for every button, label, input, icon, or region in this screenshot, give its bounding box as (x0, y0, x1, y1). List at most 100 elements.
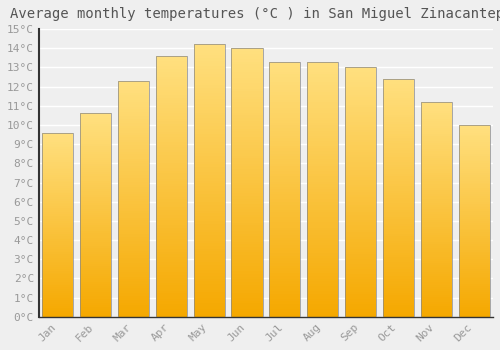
Bar (118, 147, 149, 149)
Bar (345, 202, 376, 205)
Bar (118, 97, 149, 100)
Bar (270, 197, 300, 199)
Bar (118, 241, 149, 244)
Bar (458, 163, 490, 165)
Bar (345, 145, 376, 147)
Bar (383, 164, 414, 167)
Bar (383, 245, 414, 248)
Bar (80, 152, 111, 154)
Bar (307, 85, 338, 87)
Bar (156, 64, 187, 66)
Bar (307, 304, 338, 307)
Bar (194, 145, 224, 148)
Bar (270, 159, 300, 161)
Bar (156, 71, 187, 74)
Bar (80, 144, 111, 146)
Bar (421, 169, 452, 171)
Bar (458, 309, 490, 311)
Bar (421, 147, 452, 149)
Bar (232, 134, 262, 137)
Bar (80, 219, 111, 221)
Bar (270, 133, 300, 136)
Bar (42, 173, 74, 175)
Bar (458, 305, 490, 307)
Bar (118, 213, 149, 215)
Bar (307, 141, 338, 143)
Bar (458, 300, 490, 301)
Bar (80, 170, 111, 173)
Bar (42, 274, 74, 276)
Bar (345, 314, 376, 317)
Bar (42, 280, 74, 282)
Bar (458, 188, 490, 190)
Bar (421, 117, 452, 119)
Bar (307, 92, 338, 95)
Bar (232, 177, 262, 180)
Bar (194, 268, 224, 271)
Bar (307, 197, 338, 199)
Bar (232, 70, 262, 72)
Bar (345, 195, 376, 197)
Bar (307, 161, 338, 164)
Bar (458, 286, 490, 288)
Bar (156, 85, 187, 87)
Bar (383, 146, 414, 148)
Bar (156, 69, 187, 71)
Bar (345, 227, 376, 230)
Bar (42, 156, 74, 159)
Bar (458, 177, 490, 179)
Bar (307, 228, 338, 230)
Bar (80, 166, 111, 168)
Bar (270, 271, 300, 273)
Bar (307, 125, 338, 128)
Bar (458, 234, 490, 236)
Bar (458, 125, 490, 317)
Bar (383, 184, 414, 186)
Bar (42, 252, 74, 254)
Bar (80, 156, 111, 158)
Bar (307, 192, 338, 194)
Bar (118, 170, 149, 173)
Bar (156, 168, 187, 171)
Bar (383, 238, 414, 241)
Bar (421, 207, 452, 209)
Bar (345, 90, 376, 92)
Bar (345, 137, 376, 140)
Bar (383, 98, 414, 100)
Bar (42, 289, 74, 291)
Bar (80, 209, 111, 211)
Bar (194, 199, 224, 202)
Bar (270, 228, 300, 230)
Bar (118, 149, 149, 152)
Bar (156, 291, 187, 293)
Bar (421, 175, 452, 177)
Bar (194, 306, 224, 309)
Bar (80, 118, 111, 120)
Bar (383, 219, 414, 222)
Bar (270, 77, 300, 79)
Bar (345, 297, 376, 299)
Bar (156, 257, 187, 259)
Bar (421, 267, 452, 270)
Bar (345, 232, 376, 234)
Bar (307, 133, 338, 136)
Bar (383, 167, 414, 169)
Bar (307, 97, 338, 100)
Bar (270, 207, 300, 210)
Bar (307, 156, 338, 159)
Bar (42, 296, 74, 299)
Bar (421, 160, 452, 162)
Bar (118, 208, 149, 211)
Bar (42, 190, 74, 191)
Bar (42, 295, 74, 296)
Bar (194, 183, 224, 186)
Bar (156, 202, 187, 205)
Bar (383, 276, 414, 279)
Bar (232, 199, 262, 201)
Bar (270, 210, 300, 212)
Bar (421, 102, 452, 317)
Bar (458, 200, 490, 202)
Bar (42, 214, 74, 216)
Bar (156, 265, 187, 267)
Bar (156, 184, 187, 186)
